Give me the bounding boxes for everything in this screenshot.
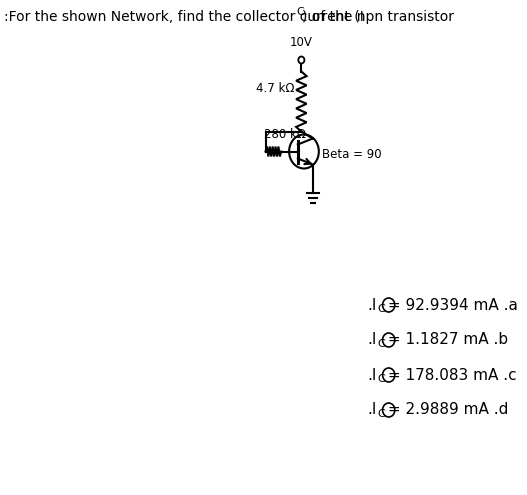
Text: C: C (296, 7, 304, 17)
Text: 4.7 kΩ: 4.7 kΩ (256, 83, 295, 96)
Text: C: C (377, 339, 385, 349)
Text: .I: .I (367, 297, 376, 312)
Text: C: C (377, 304, 385, 314)
Text: .I: .I (367, 367, 376, 383)
Text: ) of the npn transistor: ) of the npn transistor (302, 10, 454, 24)
Text: .I: .I (367, 333, 376, 347)
Text: 280 kΩ: 280 kΩ (264, 129, 306, 142)
Text: = 1.1827 mA .b: = 1.1827 mA .b (384, 333, 509, 347)
Text: = 92.9394 mA .a: = 92.9394 mA .a (384, 297, 519, 312)
Text: = 178.083 mA .c: = 178.083 mA .c (384, 367, 517, 383)
Text: .I: .I (367, 402, 376, 417)
Text: C: C (377, 409, 385, 419)
Text: 10V: 10V (290, 36, 313, 49)
Text: C: C (377, 374, 385, 384)
Text: Beta = 90: Beta = 90 (323, 148, 382, 161)
Text: = 2.9889 mA .d: = 2.9889 mA .d (384, 402, 509, 417)
Text: :For the shown Network, find the collector current (I: :For the shown Network, find the collect… (4, 10, 364, 24)
